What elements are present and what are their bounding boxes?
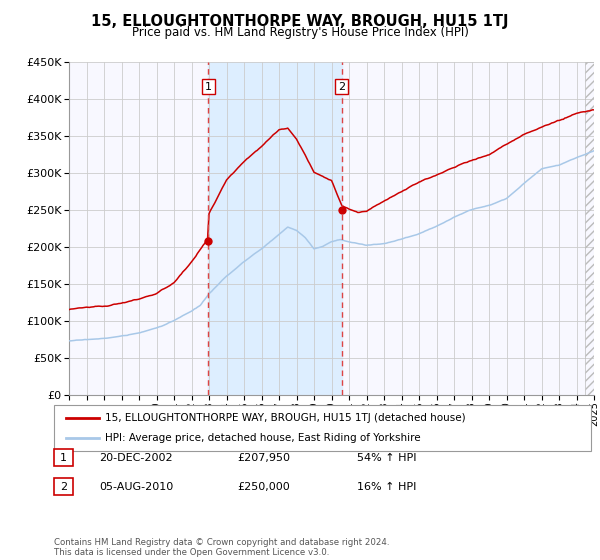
Text: £207,950: £207,950	[237, 452, 290, 463]
Text: Contains HM Land Registry data © Crown copyright and database right 2024.
This d: Contains HM Land Registry data © Crown c…	[54, 538, 389, 557]
Text: 1: 1	[205, 82, 212, 92]
Bar	[208, 62, 342, 395]
Text: 16% ↑ HPI: 16% ↑ HPI	[357, 482, 416, 492]
Text: £250,000: £250,000	[237, 482, 290, 492]
Text: 2: 2	[338, 82, 346, 92]
Text: 54% ↑ HPI: 54% ↑ HPI	[357, 452, 416, 463]
Text: 1: 1	[60, 452, 67, 463]
Text: HPI: Average price, detached house, East Riding of Yorkshire: HPI: Average price, detached house, East…	[105, 433, 421, 443]
Text: Price paid vs. HM Land Registry's House Price Index (HPI): Price paid vs. HM Land Registry's House …	[131, 26, 469, 39]
Text: 05-AUG-2010: 05-AUG-2010	[99, 482, 173, 492]
Text: 2: 2	[60, 482, 67, 492]
Text: 20-DEC-2002: 20-DEC-2002	[99, 452, 173, 463]
Text: 15, ELLOUGHTONTHORPE WAY, BROUGH, HU15 1TJ (detached house): 15, ELLOUGHTONTHORPE WAY, BROUGH, HU15 1…	[105, 413, 466, 423]
Text: 15, ELLOUGHTONTHORPE WAY, BROUGH, HU15 1TJ: 15, ELLOUGHTONTHORPE WAY, BROUGH, HU15 1…	[91, 14, 509, 29]
